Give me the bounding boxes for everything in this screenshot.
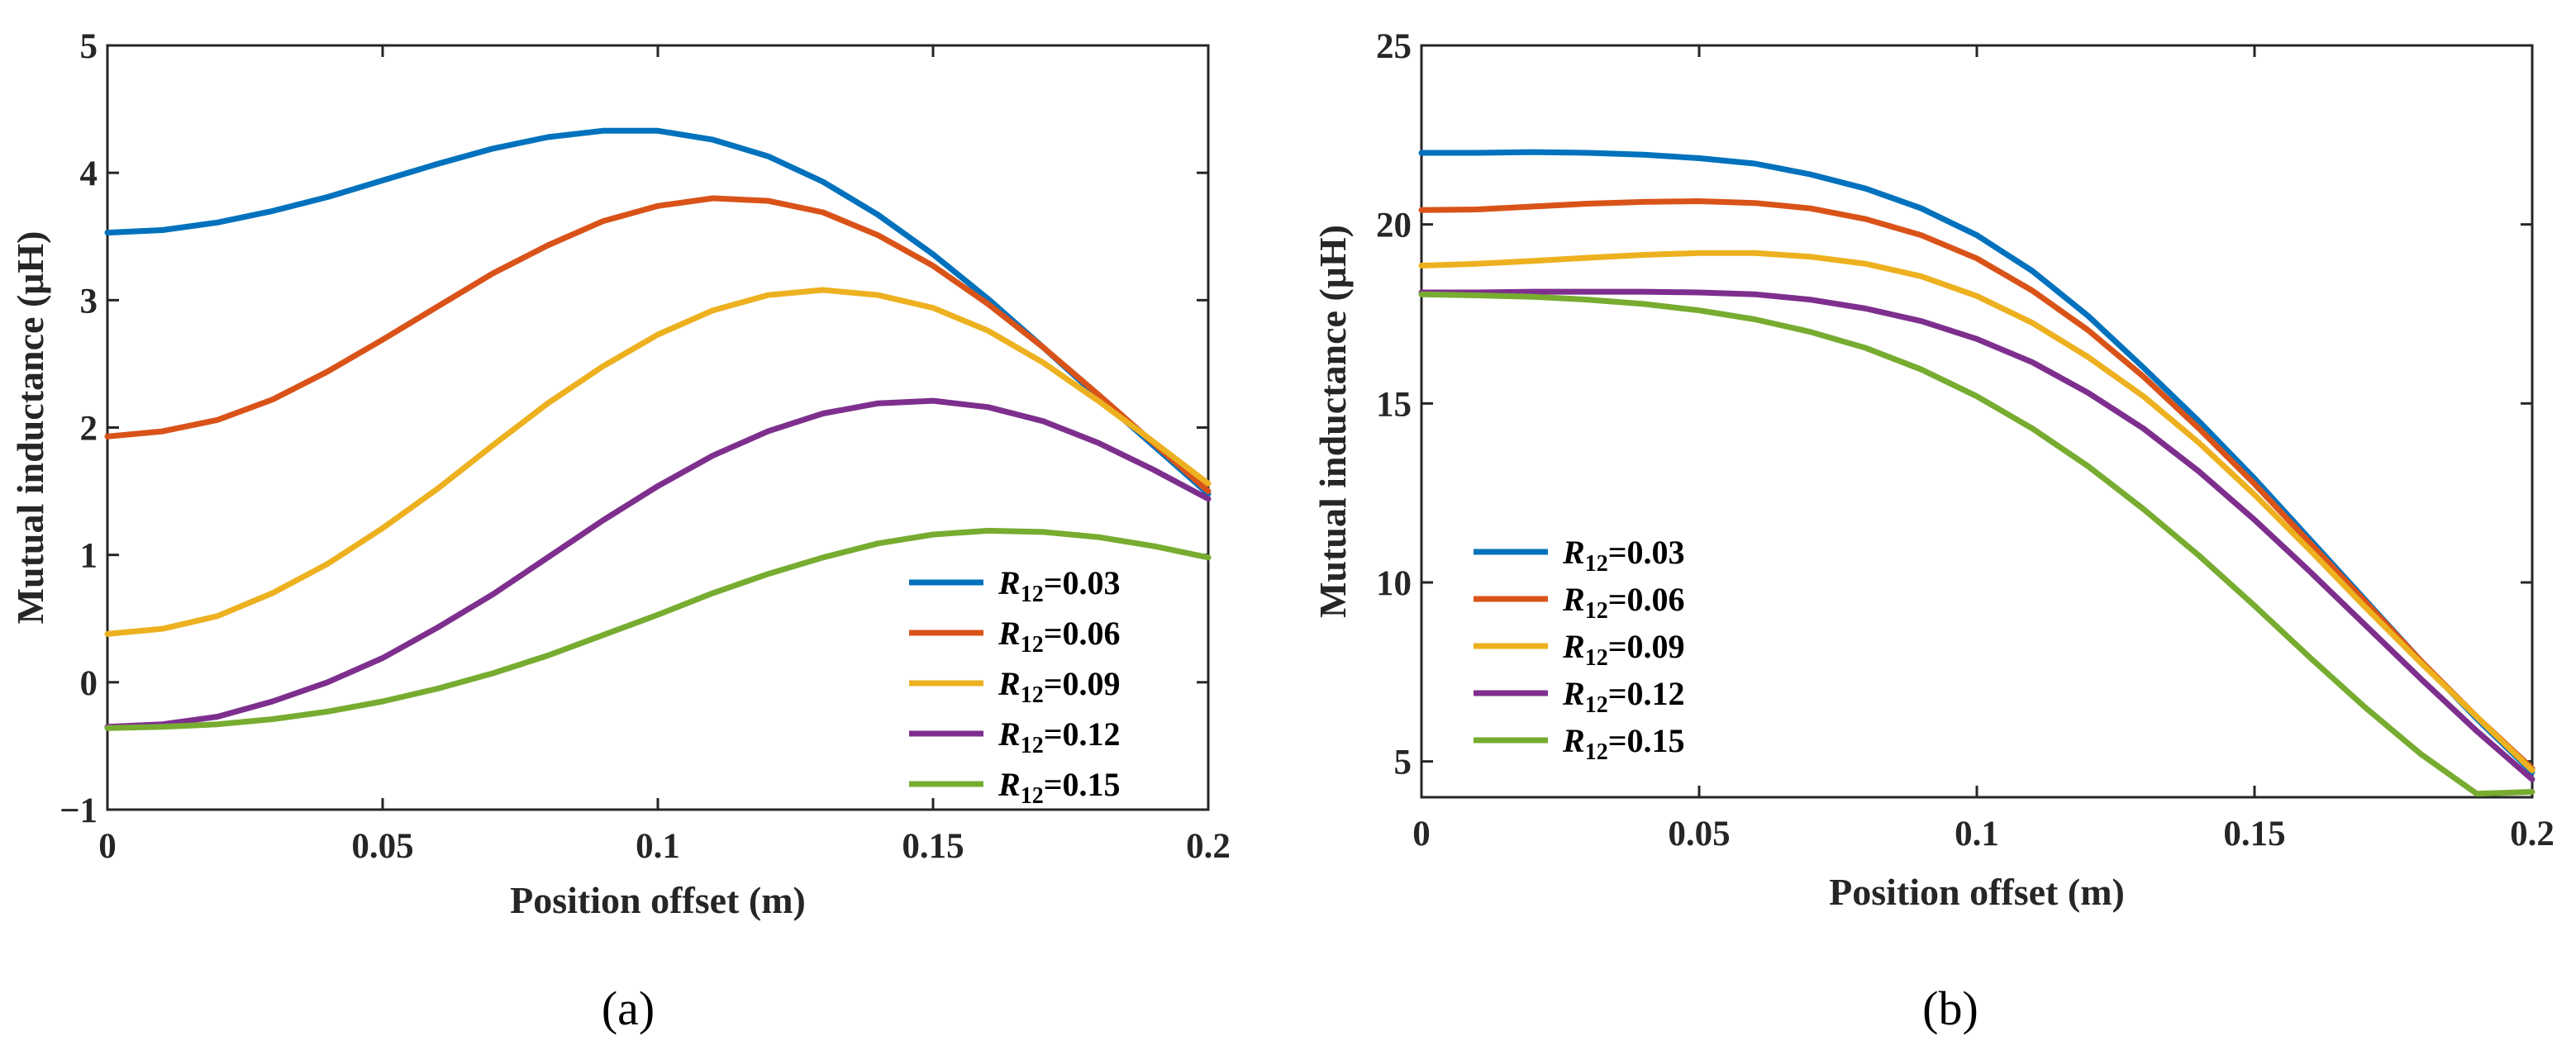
legend-subscript: 12 — [1585, 645, 1608, 671]
panel-caption: (a) — [602, 981, 655, 1035]
series-line-0-12 — [104, 397, 1212, 730]
y-axis-label: Mutual inductance (μH) — [9, 231, 51, 625]
legend-subscript: 12 — [1021, 582, 1044, 607]
legend-subscript: 12 — [1021, 682, 1044, 708]
legend-entry: R12=0.09 — [1562, 628, 1684, 671]
y-tick-label: 25 — [1376, 27, 1412, 66]
legend-subscript: 12 — [1021, 783, 1044, 809]
legend-entry: R12=0.09 — [998, 665, 1120, 708]
x-tick-label: 0.05 — [351, 827, 413, 866]
series-line-0-03 — [104, 127, 1212, 497]
legend-var: R — [1562, 675, 1585, 712]
legend-value: =0.06 — [1608, 581, 1685, 618]
series-line-0-09 — [104, 287, 1212, 637]
y-tick-label: 2 — [80, 410, 98, 449]
x-tick-label: 0.15 — [902, 827, 964, 866]
series-line-0-06 — [104, 195, 1212, 495]
series-line-0-12 — [1418, 288, 2536, 782]
y-tick-label: 0 — [80, 664, 98, 703]
legend-entry: R12=0.03 — [1562, 534, 1684, 577]
x-axis-label: Position offset (m) — [1829, 871, 2125, 913]
legend-entry: R12=0.06 — [998, 615, 1120, 658]
x-tick-label: 0.2 — [2510, 815, 2555, 853]
panel-caption: (b) — [1922, 981, 1978, 1035]
x-tick-label: 0 — [1412, 815, 1431, 853]
series-line-0-03 — [1418, 149, 2536, 776]
legend-var: R — [1562, 581, 1585, 618]
legend-entry: R12=0.03 — [998, 564, 1120, 607]
legend-value: =0.12 — [1044, 715, 1121, 753]
legend-value: =0.15 — [1608, 722, 1685, 759]
y-tick-label: 3 — [80, 282, 98, 321]
legend-entry: R12=0.15 — [1562, 722, 1684, 765]
legend-subscript: 12 — [1585, 598, 1608, 624]
y-tick-label: 10 — [1376, 564, 1412, 603]
legend-value: =0.09 — [1608, 628, 1685, 665]
x-axis-label: Position offset (m) — [510, 879, 806, 921]
legend-subscript: 12 — [1585, 551, 1608, 577]
legend-entry: R12=0.06 — [1562, 581, 1684, 624]
y-axis-label: Mutual inductance (μH) — [1312, 225, 1354, 618]
y-tick-label: 20 — [1376, 207, 1412, 245]
plot-frame — [1420, 44, 2534, 799]
series-line-0-15 — [104, 527, 1212, 731]
x-tick-label: 0.15 — [2223, 815, 2285, 853]
x-tick-label: 0.1 — [636, 827, 680, 866]
y-tick-label: 4 — [80, 154, 98, 193]
legend-value: =0.03 — [1608, 534, 1685, 571]
legend-var: R — [1562, 628, 1585, 665]
panel-b: 0 0.05 0.1 0.15 0.2 5 10 15 20 25 Position offset … — [1312, 27, 2555, 1035]
legend-var: R — [998, 615, 1021, 652]
legend-value: =0.06 — [1044, 615, 1121, 652]
y-tick-label: 5 — [80, 27, 98, 66]
legend-subscript: 12 — [1585, 692, 1608, 718]
legend-entry: R12=0.15 — [998, 766, 1120, 809]
legend-value: =0.09 — [1044, 665, 1121, 702]
x-tick-label: 0.05 — [1668, 815, 1730, 853]
legend-subscript: 12 — [1585, 739, 1608, 765]
x-tick-label: 0.2 — [1186, 827, 1231, 866]
legend-entry: R12=0.12 — [998, 715, 1120, 758]
series-line-0-15 — [1418, 291, 2536, 797]
series-line-0-06 — [1418, 198, 2536, 772]
legend-var: R — [1562, 722, 1585, 759]
legend-var: R — [1562, 534, 1585, 571]
legend-subscript: 12 — [1021, 632, 1044, 658]
legend-var: R — [998, 665, 1021, 702]
legend-var: R — [998, 766, 1021, 803]
legend-var: R — [998, 564, 1021, 601]
series-line-0-09 — [1418, 249, 2536, 773]
y-tick-label: 1 — [80, 537, 98, 576]
y-tick-label: −1 — [60, 791, 98, 830]
x-tick-label: 0.1 — [1955, 815, 1999, 853]
legend-var: R — [998, 715, 1021, 753]
legend-value: =0.12 — [1608, 675, 1685, 712]
x-tick-label: 0 — [98, 827, 117, 866]
legend-value: =0.03 — [1044, 564, 1121, 601]
legend-value: =0.15 — [1044, 766, 1121, 803]
legend-entry: R12=0.12 — [1562, 675, 1684, 718]
legend-subscript: 12 — [1021, 733, 1044, 758]
y-tick-label: 5 — [1394, 744, 1412, 782]
y-tick-label: 15 — [1376, 385, 1412, 424]
